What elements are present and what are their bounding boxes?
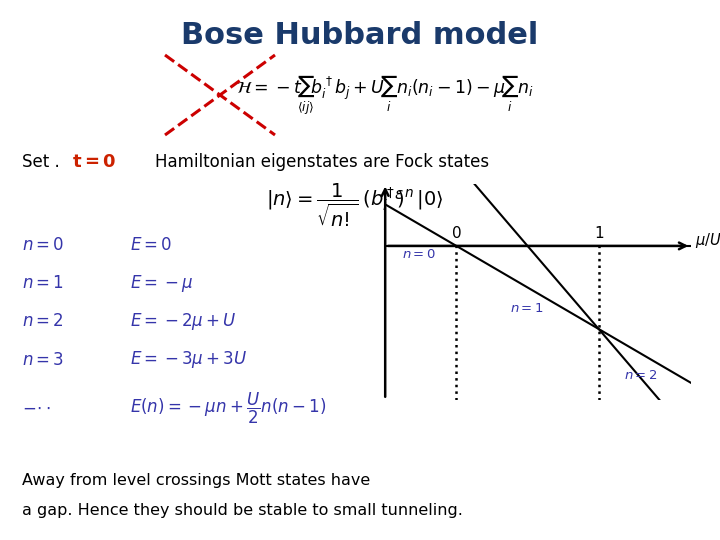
Text: $n=2$: $n=2$: [22, 312, 64, 330]
Text: $n=1$: $n=1$: [510, 302, 544, 315]
Text: $E=-3\mu+3U$: $E=-3\mu+3U$: [130, 349, 247, 370]
Text: Bose Hubbard model: Bose Hubbard model: [181, 21, 539, 50]
Text: $\mathbf{t=0}$: $\mathbf{t=0}$: [72, 153, 117, 171]
Text: $n=2$: $n=2$: [624, 369, 658, 382]
Text: $E(n)=-\mu n+\dfrac{U}{2}n(n-1)$: $E(n)=-\mu n+\dfrac{U}{2}n(n-1)$: [130, 390, 326, 426]
Text: $-\!\cdot\!\cdot$: $-\!\cdot\!\cdot$: [22, 399, 51, 417]
Text: 0: 0: [451, 226, 462, 241]
Text: $\epsilon$: $\epsilon$: [394, 187, 403, 202]
Text: $n=0$: $n=0$: [402, 248, 436, 261]
Text: $E=-2\mu+U$: $E=-2\mu+U$: [130, 310, 237, 332]
Text: Hamiltonian eigenstates are Fock states: Hamiltonian eigenstates are Fock states: [155, 153, 489, 171]
Text: $\mu/U$: $\mu/U$: [696, 231, 720, 249]
Text: 1: 1: [594, 226, 603, 241]
Text: a gap. Hence they should be stable to small tunneling.: a gap. Hence they should be stable to sm…: [22, 503, 463, 517]
Text: Set .: Set .: [22, 153, 60, 171]
Text: $E=0$: $E=0$: [130, 236, 172, 254]
Text: $|n\rangle = \dfrac{1}{\sqrt{n!}}\,(b^\dagger_i)^n\,|0\rangle$: $|n\rangle = \dfrac{1}{\sqrt{n!}}\,(b^\d…: [266, 181, 444, 228]
Text: $n=0$: $n=0$: [22, 236, 64, 254]
Text: $\mathcal{H} = -t\!\sum_{\langle ij\rangle}\! b^\dagger_i b_j + U\!\sum_i n_i(n_: $\mathcal{H} = -t\!\sum_{\langle ij\rang…: [236, 73, 534, 117]
Text: $E=-\mu$: $E=-\mu$: [130, 273, 193, 294]
Text: $n=1$: $n=1$: [22, 274, 64, 292]
Text: Away from level crossings Mott states have: Away from level crossings Mott states ha…: [22, 472, 370, 488]
Text: $n=3$: $n=3$: [22, 351, 64, 369]
